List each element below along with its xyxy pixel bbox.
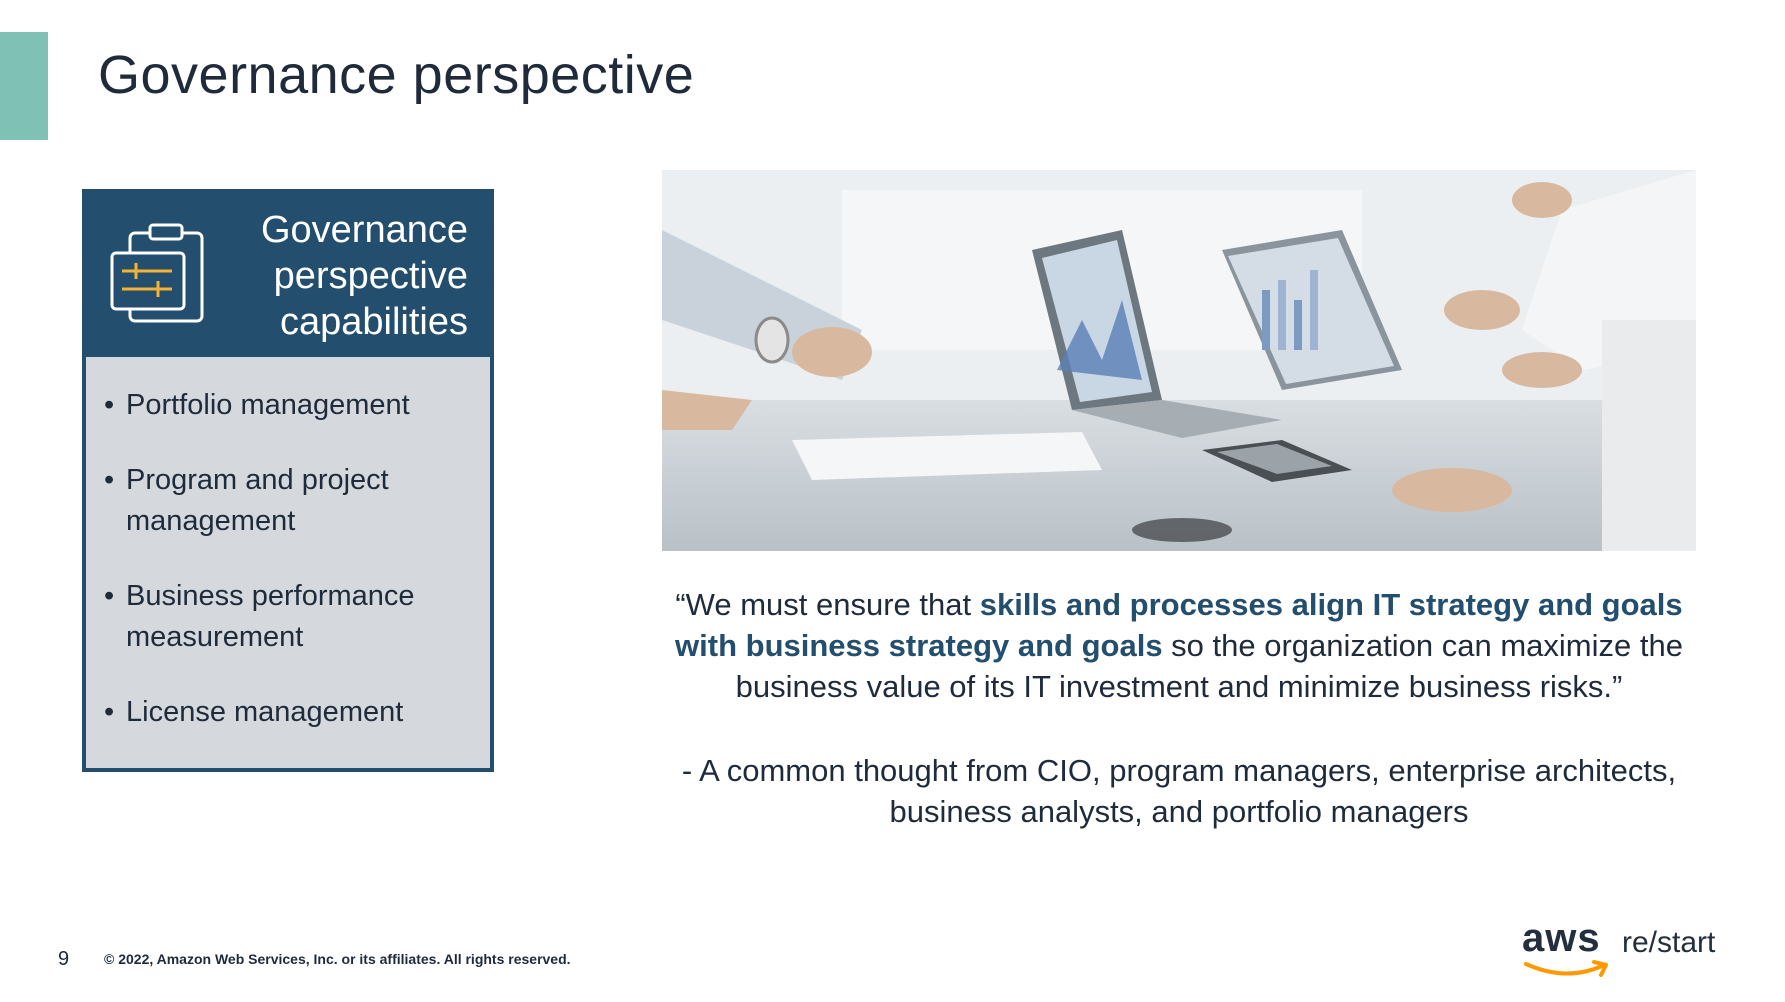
capability-text: Program and project management — [126, 464, 389, 537]
capability-text: Business performance measurement — [126, 580, 415, 653]
capability-text: License management — [126, 696, 404, 728]
business-meeting-photo — [662, 170, 1696, 551]
clipboard-icon — [110, 223, 204, 323]
copyright-notice: © 2022, Amazon Web Services, Inc. or its… — [104, 951, 571, 967]
slide-number: 9 — [58, 948, 70, 970]
card-heading-line: capabilities — [280, 301, 468, 343]
card-heading-line: perspective — [273, 255, 468, 297]
capability-item: • Program and project management — [104, 460, 470, 542]
capabilities-list: • Portfolio management • Program and pro… — [86, 357, 490, 733]
aws-logo-text: aws — [1522, 916, 1601, 960]
quote-close: so the organization can maximize the bus… — [735, 628, 1683, 704]
quote-text: “We must ensure that skills and processe… — [662, 584, 1696, 707]
capability-item: • Business performance measurement — [104, 576, 470, 658]
card-heading-line: Governance — [260, 209, 468, 251]
bullet: • — [104, 696, 115, 728]
capability-text: Portfolio management — [126, 389, 410, 421]
capability-item: • License management — [104, 692, 470, 733]
page-title: Governance perspective — [98, 45, 695, 105]
restart-brand: re/start — [1622, 926, 1716, 959]
capabilities-card: Governance perspective capabilities • Po… — [82, 189, 494, 772]
quote-open: “We must ensure that — [675, 587, 980, 622]
capability-item: • Portfolio management — [104, 385, 470, 426]
quote-highlight: skills and processes align IT strategy a… — [675, 587, 1683, 663]
bullet: • — [104, 464, 115, 496]
title-accent-bar — [0, 32, 48, 140]
quote-attribution: - A common thought from CIO, program man… — [681, 753, 1677, 829]
aws-smile-icon — [1524, 960, 1608, 977]
aws-logo: aws — [1522, 918, 1614, 982]
bullet: • — [104, 389, 115, 421]
meeting-illustration — [662, 170, 1696, 551]
card-heading: Governance perspective capabilities — [261, 207, 468, 345]
card-header: Governance perspective capabilities — [86, 193, 490, 357]
bullet: • — [104, 580, 115, 612]
